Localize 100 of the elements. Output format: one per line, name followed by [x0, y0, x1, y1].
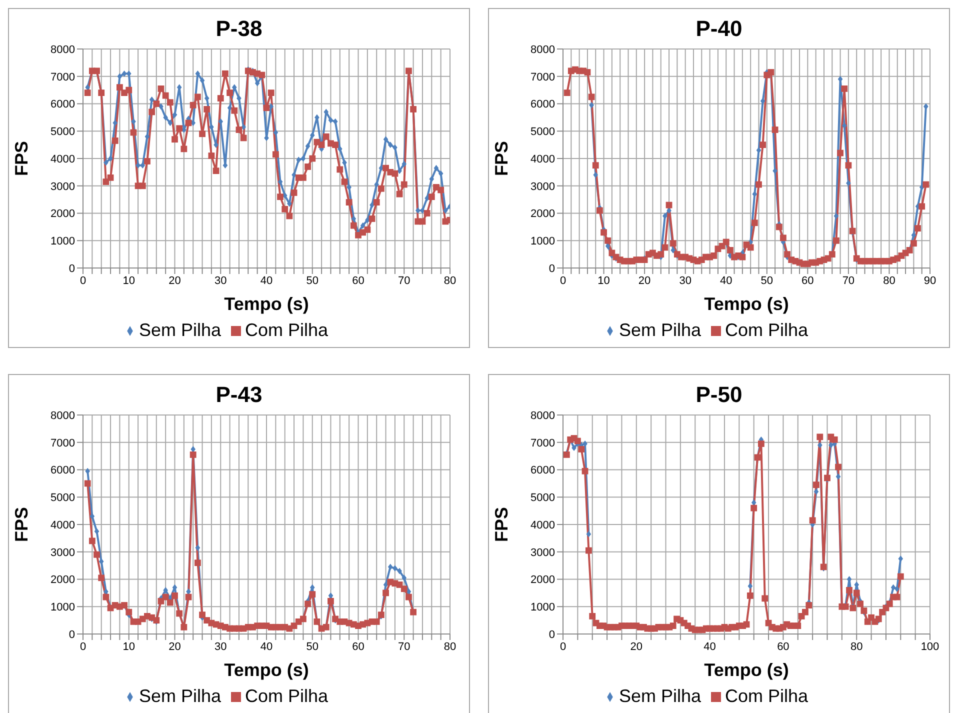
legend-label: Sem Pilha [618, 320, 701, 340]
x-tick-label: 60 [352, 274, 364, 287]
point [104, 588, 108, 595]
y-tick-label: 4000 [50, 519, 75, 532]
point [195, 544, 200, 551]
y-tick-label: 5000 [50, 492, 75, 504]
x-tick-label: 100 [920, 640, 940, 653]
point [751, 499, 756, 506]
x-axis-title: Tempo (s) [224, 660, 309, 680]
x-tick-label: 40 [260, 640, 273, 653]
point [388, 564, 393, 570]
point [894, 586, 900, 592]
y-axis-title: FPS [11, 506, 32, 542]
x-tick-label: 0 [80, 274, 86, 287]
point [898, 556, 904, 562]
y-tick-label: 3000 [50, 180, 75, 193]
point [662, 212, 668, 220]
point [752, 190, 758, 198]
point [589, 102, 594, 108]
y-tick-label: 0 [68, 262, 75, 275]
y-tick-label: 6000 [50, 98, 75, 111]
x-tick-label: 80 [444, 640, 456, 653]
y-tick-label: 2000 [50, 574, 75, 586]
point [572, 444, 576, 452]
y-tick-label: 5000 [530, 492, 555, 504]
x-tick-label: 0 [560, 274, 566, 287]
y-tick-label: 0 [68, 628, 75, 641]
point [392, 565, 398, 572]
y-axis-title: FPS [11, 140, 32, 176]
point [586, 530, 592, 538]
legend-label: Sem Pilha [138, 686, 221, 706]
y-tick-label: 7000 [530, 71, 555, 84]
y-tick-label: 8000 [530, 44, 555, 56]
point [383, 582, 388, 588]
x-tick-label: 30 [214, 274, 227, 287]
y-tick-label: 5000 [530, 126, 555, 138]
y-tick-label: 1000 [530, 236, 555, 248]
x-axis-title: Tempo (s) [224, 294, 309, 314]
point [748, 582, 753, 590]
x-tick-label: 60 [802, 274, 814, 287]
x-tick-label: 60 [777, 640, 790, 653]
y-tick-label: 4000 [50, 153, 75, 166]
y-tick-label: 7000 [50, 71, 75, 84]
point [818, 442, 822, 448]
x-tick-label: 0 [80, 640, 86, 653]
x-tick-label: 10 [122, 274, 135, 287]
chart-title: P-50 [694, 381, 744, 409]
x-tick-label: 20 [630, 640, 643, 653]
point [593, 172, 598, 178]
y-tick-label: 1000 [50, 602, 75, 614]
y-tick-label: 6000 [50, 464, 75, 477]
y-tick-label: 7000 [50, 437, 75, 450]
y-tick-label: 8000 [50, 44, 75, 56]
y-tick-label: 7000 [530, 437, 555, 450]
point [402, 574, 407, 582]
x-tick-label: 10 [122, 640, 135, 653]
x-tick-label: 0 [560, 640, 566, 653]
point [85, 468, 90, 474]
x-tick-label: 20 [168, 274, 181, 287]
legend-label: Com Pilha [245, 686, 328, 706]
chart-title: P-38 [214, 15, 264, 43]
x-tick-label: 40 [260, 274, 273, 287]
x-tick-label: 30 [679, 274, 692, 287]
y-tick-label: 0 [548, 628, 555, 641]
point [94, 528, 100, 535]
point [670, 247, 676, 254]
x-tick-label: 20 [638, 274, 651, 287]
y-tick-label: 2000 [530, 208, 555, 220]
point [924, 103, 928, 110]
point [163, 587, 168, 594]
point [772, 168, 778, 174]
y-axis-title: FPS [491, 506, 512, 542]
point [834, 212, 839, 220]
point [397, 568, 402, 574]
point [90, 513, 95, 520]
point [98, 558, 104, 565]
legend-label: Com Pilha [725, 320, 808, 340]
point [760, 98, 766, 104]
x-tick-label: 80 [444, 274, 456, 287]
y-tick-label: 1000 [530, 602, 555, 614]
point [838, 76, 843, 82]
y-tick-label: 3000 [530, 180, 555, 193]
x-axis-title: Tempo (s) [704, 660, 789, 680]
x-tick-label: 80 [850, 640, 863, 653]
y-axis-title: FPS [491, 140, 512, 176]
x-tick-label: 50 [306, 640, 318, 653]
point [828, 442, 834, 448]
y-tick-label: 2000 [50, 208, 75, 220]
y-tick-label: 8000 [530, 410, 555, 422]
point [836, 473, 841, 480]
x-tick-label: 40 [704, 640, 716, 653]
point [814, 488, 819, 495]
x-tick-label: 60 [352, 640, 364, 653]
x-tick-label: 40 [720, 274, 732, 287]
y-tick-label: 3000 [530, 546, 555, 559]
y-tick-label: 3000 [50, 546, 75, 559]
x-tick-label: 50 [760, 274, 774, 287]
x-tick-label: 90 [924, 274, 936, 287]
legend-label: Com Pilha [245, 320, 328, 340]
x-tick-label: 30 [214, 640, 227, 653]
